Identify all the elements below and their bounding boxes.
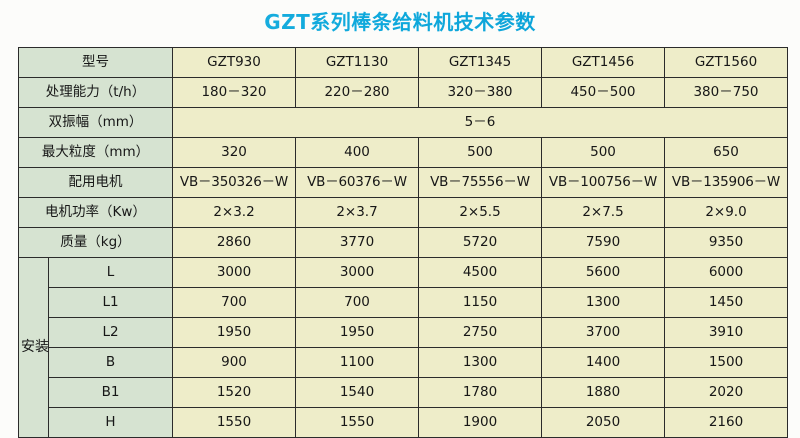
page-title: GZT系列棒条给料机技术参数 [0,6,800,35]
table-row-model: 型号 GZT930 GZT1130 GZT1345 GZT1456 GZT156… [18,47,788,78]
table-row-power: 电机功率（Kw） 2×3.2 2×3.7 2×5.5 2×7.5 2×9.0 [18,197,788,228]
cell-model-2: GZT1130 [295,47,419,78]
cell-dim-L2-3: 2750 [418,317,542,348]
group-label-installation-dimensions: 安装尺寸 [18,257,49,438]
specification-table: 型号 GZT930 GZT1130 GZT1345 GZT1456 GZT156… [18,47,788,438]
cell-power-2: 2×3.7 [295,197,419,228]
table-row-dim-L2: L2 1950 1950 2750 3700 3910 [19,317,788,348]
cell-motor-4: VB－100756－W [541,167,665,198]
cell-mass-2: 3770 [295,227,419,258]
row-label-max-size: 最大粒度（mm） [18,137,173,168]
cell-dim-B-3: 1300 [418,347,542,378]
row-label-capacity: 处理能力（t/h） [18,77,173,108]
row-label-amplitude: 双振幅（mm） [18,107,173,138]
cell-max-size-4: 500 [541,137,665,168]
cell-dim-L1-4: 1300 [541,287,665,318]
table-row-dim-L1: L1 700 700 1150 1300 1450 [19,287,788,318]
table-row-dim-H: H 1550 1550 1900 2050 2160 [19,407,788,438]
cell-max-size-2: 400 [295,137,419,168]
table-row-amplitude: 双振幅（mm） 5－6 [18,107,788,138]
table-row-dim-B1: B1 1520 1540 1780 1880 2020 [19,377,788,408]
cell-dim-L-4: 5600 [541,257,665,288]
cell-power-1: 2×3.2 [172,197,296,228]
cell-dim-B-1: 900 [172,347,296,378]
row-label-dim-B: B [48,347,173,378]
cell-capacity-5: 380－750 [664,77,788,108]
cell-capacity-2: 220－280 [295,77,419,108]
row-label-dim-B1: B1 [48,377,173,408]
cell-mass-3: 5720 [418,227,542,258]
row-label-dim-L: L [48,257,173,288]
cell-capacity-1: 180－320 [172,77,296,108]
cell-dim-L-2: 3000 [295,257,419,288]
cell-motor-5: VB－135906－W [664,167,788,198]
cell-max-size-3: 500 [418,137,542,168]
cell-max-size-5: 650 [664,137,788,168]
cell-dim-B1-3: 1780 [418,377,542,408]
row-label-motor: 配用电机 [18,167,173,198]
row-label-mass: 质量（kg） [18,227,173,258]
cell-model-5: GZT1560 [664,47,788,78]
cell-power-5: 2×9.0 [664,197,788,228]
cell-dim-L1-2: 700 [295,287,419,318]
cell-dim-B1-5: 2020 [664,377,788,408]
cell-dim-H-2: 1550 [295,407,419,438]
cell-dim-B1-4: 1880 [541,377,665,408]
cell-dim-B-2: 1100 [295,347,419,378]
cell-dim-L2-4: 3700 [541,317,665,348]
cell-dim-L2-1: 1950 [172,317,296,348]
cell-dim-B1-1: 1520 [172,377,296,408]
table-row-dim-L: 安装尺寸 L 3000 3000 4500 5600 6000 [18,257,788,438]
cell-motor-2: VB－60376－W [295,167,419,198]
cell-power-3: 2×5.5 [418,197,542,228]
cell-dim-H-5: 2160 [664,407,788,438]
cell-dim-L-5: 6000 [664,257,788,288]
cell-model-4: GZT1456 [541,47,665,78]
cell-dim-B-5: 1500 [664,347,788,378]
cell-dim-L1-3: 1150 [418,287,542,318]
cell-dim-L-3: 4500 [418,257,542,288]
row-label-model: 型号 [18,47,173,78]
cell-motor-3: VB－75556－W [418,167,542,198]
cell-dim-H-1: 1550 [172,407,296,438]
group-label-text: 安装尺寸 [21,339,49,356]
cell-dim-L1-1: 700 [172,287,296,318]
cell-dim-L1-5: 1450 [664,287,788,318]
cell-motor-1: VB－350326－W [172,167,296,198]
table-row-mass: 质量（kg） 2860 3770 5720 7590 9350 [18,227,788,258]
cell-dim-L2-5: 3910 [664,317,788,348]
cell-dim-L-1: 3000 [172,257,296,288]
cell-mass-4: 7590 [541,227,665,258]
row-label-power: 电机功率（Kw） [18,197,173,228]
row-label-dim-L1: L1 [48,287,173,318]
table-row-dim-B: B 900 1100 1300 1400 1500 [19,347,788,378]
cell-dim-B1-2: 1540 [295,377,419,408]
cell-model-3: GZT1345 [418,47,542,78]
table-row-max-size: 最大粒度（mm） 320 400 500 500 650 [18,137,788,168]
cell-mass-1: 2860 [172,227,296,258]
cell-max-size-1: 320 [172,137,296,168]
cell-dim-L2-2: 1950 [295,317,419,348]
cell-mass-5: 9350 [664,227,788,258]
cell-model-1: GZT930 [172,47,296,78]
cell-amplitude-all: 5－6 [172,107,788,138]
cell-dim-B-4: 1400 [541,347,665,378]
cell-dim-H-4: 2050 [541,407,665,438]
cell-power-4: 2×7.5 [541,197,665,228]
cell-capacity-4: 450－500 [541,77,665,108]
cell-capacity-3: 320－380 [418,77,542,108]
row-label-dim-L2: L2 [48,317,173,348]
cell-dim-H-3: 1900 [418,407,542,438]
row-label-dim-H: H [48,407,173,438]
table-row-motor: 配用电机 VB－350326－W VB－60376－W VB－75556－W V… [18,167,788,198]
table-row-capacity: 处理能力（t/h） 180－320 220－280 320－380 450－50… [18,77,788,108]
